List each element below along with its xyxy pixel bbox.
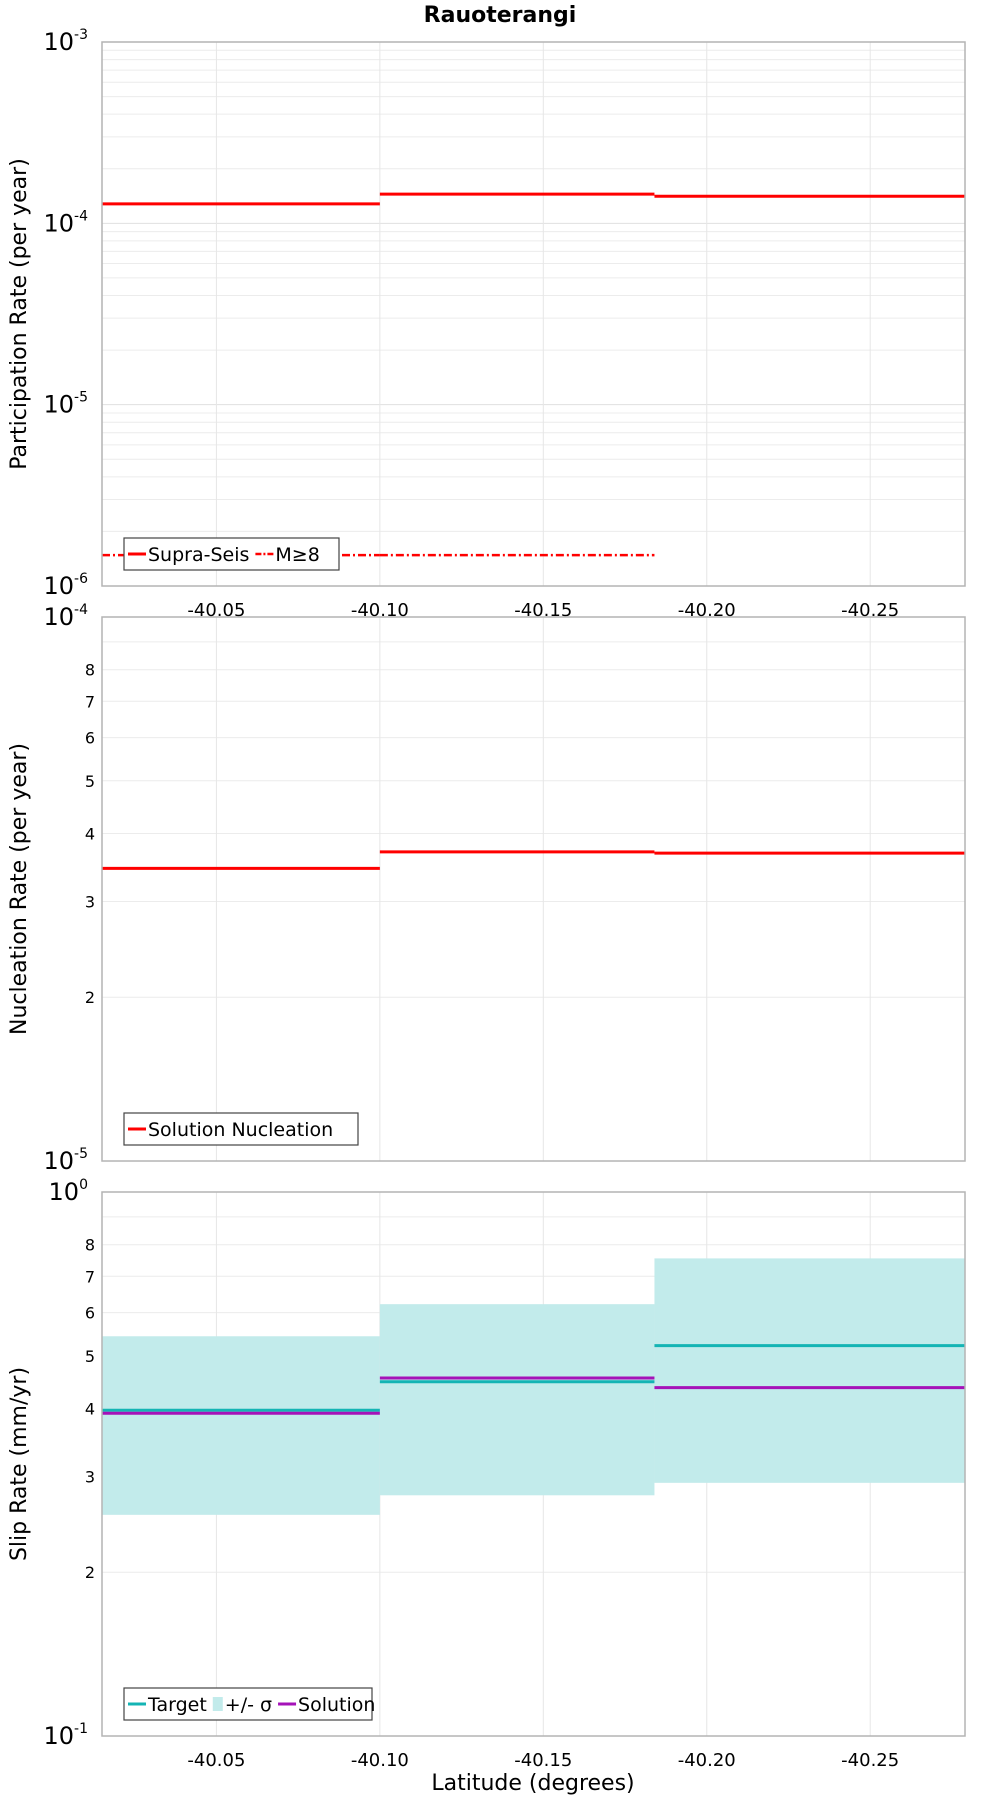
legend-label: M≥8 xyxy=(275,544,319,566)
x-tick-label: -40.20 xyxy=(678,1750,736,1771)
x-tick-label: -40.05 xyxy=(187,600,245,621)
plot-border xyxy=(101,616,966,1162)
legend-box xyxy=(123,1112,359,1146)
legend: Supra-Seis M≥8 xyxy=(123,537,340,571)
y-tick-label: 100 xyxy=(49,1177,88,1206)
legend-swatch xyxy=(212,1697,223,1711)
chart-panel-2: Nucleation Rate (per year) 10-5 10-4 2 3 4 5 6 7… xyxy=(7,602,966,1175)
plot-border xyxy=(101,1191,966,1737)
grid xyxy=(102,42,965,586)
x-tick-label: -40.20 xyxy=(678,600,736,621)
legend-label: Solution Nucleation xyxy=(148,1119,333,1141)
legend-label: +/- σ xyxy=(225,1694,272,1716)
y-minor-tick-label: 4 xyxy=(85,824,95,843)
y-tick-label: 10-5 xyxy=(43,390,88,419)
y-tick-label: 10-1 xyxy=(43,1721,88,1750)
y-minor-tick-label: 4 xyxy=(85,1399,95,1418)
y-tick-label: 10-6 xyxy=(43,571,88,600)
legend-label: Supra-Seis xyxy=(148,544,249,566)
y-minor-tick-label: 7 xyxy=(85,692,95,711)
charts-layer: Participation Rate (per year) 10-6 10-5 10-… xyxy=(7,27,966,1771)
y-minor-tick-label: 2 xyxy=(85,988,95,1007)
figure-title: Rauoterangi xyxy=(424,3,577,28)
legend-label: Solution xyxy=(298,1694,375,1716)
y-minor-tick-label: 6 xyxy=(85,1304,95,1323)
legend-label: Target xyxy=(147,1694,207,1716)
y-minor-tick-label: 3 xyxy=(85,892,95,911)
legend: Solution Nucleation xyxy=(123,1112,359,1146)
y-tick-label: 10-4 xyxy=(43,208,88,237)
y-minor-tick-label: 6 xyxy=(85,729,95,748)
plot-area xyxy=(102,850,965,870)
x-tick-label: -40.10 xyxy=(351,1750,409,1771)
x-tick-label: -40.15 xyxy=(514,1750,572,1771)
band-segment xyxy=(379,1304,655,1496)
y-axis-label: Nucleation Rate (per year) xyxy=(7,743,32,1035)
y-tick-label: 10-3 xyxy=(43,27,88,56)
legend-box xyxy=(123,1687,373,1721)
x-tick-label: -40.25 xyxy=(841,1750,899,1771)
chart-panel-1: Participation Rate (per year) 10-6 10-5 10-… xyxy=(7,27,966,621)
x-axis-label: Latitude (degrees) xyxy=(431,1771,634,1796)
legend: Target +/- σ Solution xyxy=(123,1687,375,1721)
band-segment xyxy=(102,1336,380,1515)
y-minor-tick-label: 8 xyxy=(85,1236,95,1255)
grid xyxy=(102,617,965,1161)
y-tick-label: 10-5 xyxy=(43,1146,88,1175)
y-minor-tick-label: 5 xyxy=(85,772,95,791)
x-tick-label: -40.10 xyxy=(351,600,409,621)
band-segment xyxy=(654,1258,965,1483)
y-minor-tick-label: 8 xyxy=(85,661,95,680)
x-tick-label: -40.25 xyxy=(841,600,899,621)
y-tick-label: 10-4 xyxy=(43,602,88,631)
y-minor-tick-label: 2 xyxy=(85,1563,95,1582)
x-tick-label: -40.05 xyxy=(187,1750,245,1771)
y-minor-tick-label: 7 xyxy=(85,1267,95,1286)
chart-panel-3: Slip Rate (mm/yr) 10-1 100 2 3 4 5 6 7 8 -40.05 -40… xyxy=(7,1177,966,1771)
y-axis-label: Participation Rate (per year) xyxy=(7,158,32,470)
legend-box xyxy=(123,537,340,571)
x-tick-label: -40.15 xyxy=(514,600,572,621)
plot-border xyxy=(101,41,966,587)
plot-area xyxy=(102,192,965,557)
y-axis-label: Slip Rate (mm/yr) xyxy=(7,1367,32,1561)
plot-area xyxy=(102,1258,965,1515)
y-minor-tick-label: 3 xyxy=(85,1467,95,1486)
y-minor-tick-label: 5 xyxy=(85,1347,95,1366)
